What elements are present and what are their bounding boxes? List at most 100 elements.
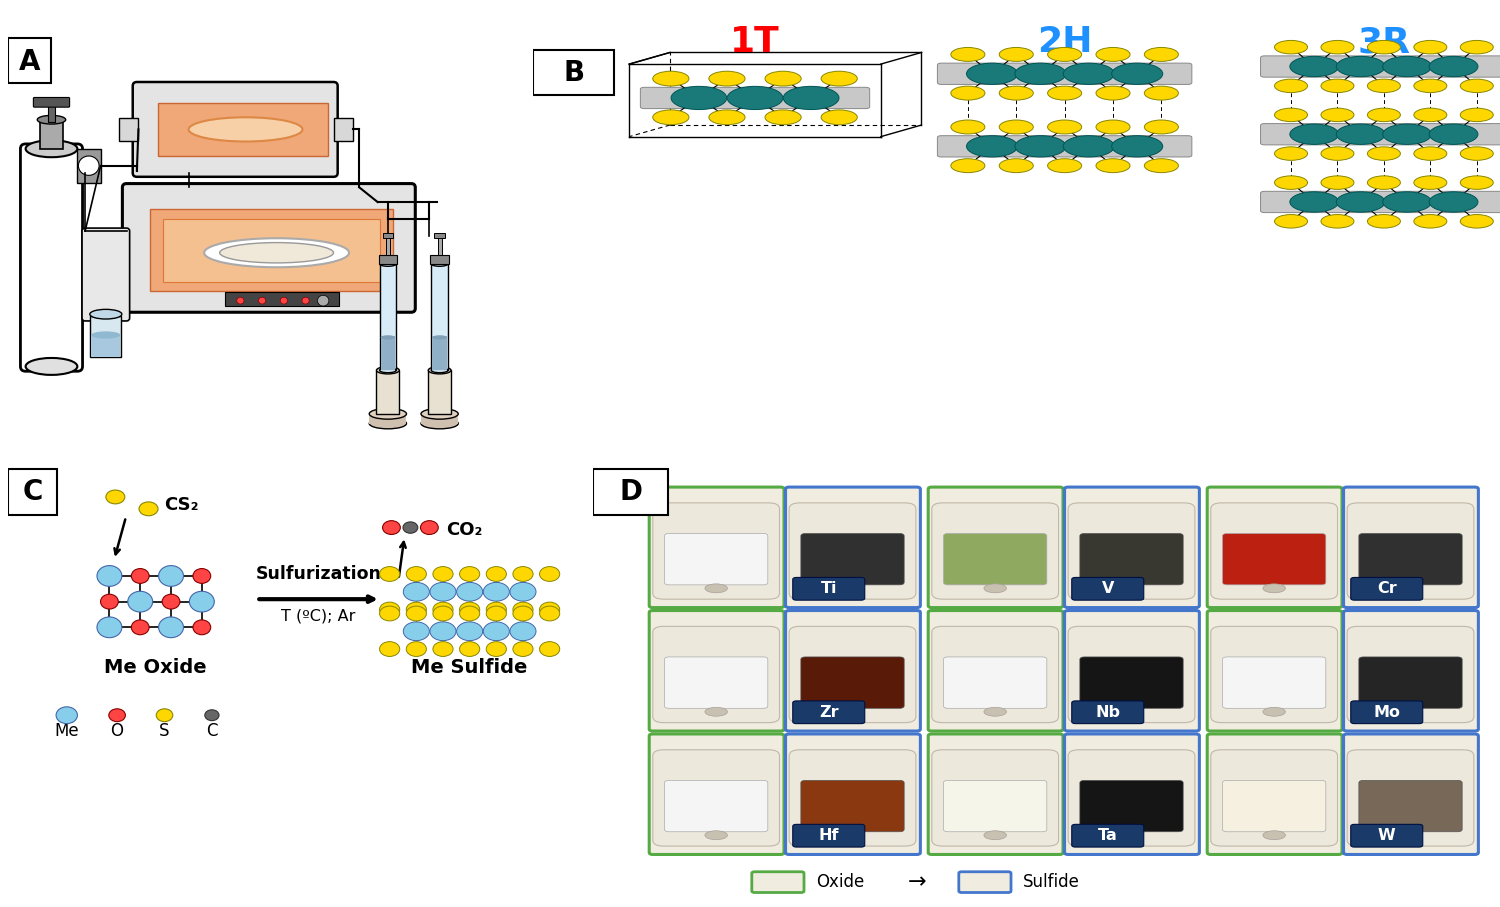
FancyBboxPatch shape [801,533,904,585]
FancyBboxPatch shape [1347,502,1474,600]
Ellipse shape [422,418,458,429]
FancyBboxPatch shape [786,610,921,731]
Ellipse shape [90,309,122,319]
Ellipse shape [842,584,864,593]
Ellipse shape [483,622,510,640]
FancyBboxPatch shape [1347,627,1474,723]
Circle shape [318,296,328,306]
Ellipse shape [1064,136,1114,157]
Text: 2H: 2H [1036,25,1092,59]
FancyBboxPatch shape [1344,487,1479,608]
Ellipse shape [406,606,426,621]
Ellipse shape [1414,215,1448,228]
FancyBboxPatch shape [944,780,1047,832]
Ellipse shape [459,606,480,621]
Ellipse shape [705,707,728,717]
FancyBboxPatch shape [1080,780,1184,832]
Ellipse shape [1322,79,1354,93]
Ellipse shape [456,582,483,601]
Ellipse shape [206,710,219,721]
FancyBboxPatch shape [789,502,916,600]
Text: Hf: Hf [819,828,839,844]
Ellipse shape [1275,147,1308,161]
FancyBboxPatch shape [944,533,1047,585]
Ellipse shape [380,602,399,617]
Ellipse shape [1275,215,1308,228]
FancyBboxPatch shape [650,487,784,608]
Ellipse shape [1414,41,1448,54]
Ellipse shape [132,619,148,635]
Ellipse shape [1112,63,1162,84]
Ellipse shape [156,708,172,722]
Ellipse shape [1290,56,1338,77]
Ellipse shape [510,582,536,601]
Ellipse shape [1290,124,1338,144]
FancyBboxPatch shape [1068,750,1196,846]
Ellipse shape [1430,191,1478,212]
Bar [90,316,122,356]
Ellipse shape [404,582,429,601]
Bar [430,255,448,264]
Ellipse shape [433,567,453,581]
FancyBboxPatch shape [1071,701,1143,724]
FancyBboxPatch shape [786,734,921,854]
Ellipse shape [1322,176,1354,190]
Ellipse shape [404,522,418,533]
Ellipse shape [710,110,746,124]
Ellipse shape [194,569,210,583]
Bar [422,414,458,424]
FancyBboxPatch shape [1080,533,1184,585]
FancyBboxPatch shape [1359,780,1462,832]
Ellipse shape [406,641,426,657]
Ellipse shape [540,641,560,657]
Text: Me Sulfide: Me Sulfide [411,658,528,678]
FancyBboxPatch shape [1350,824,1422,847]
Ellipse shape [432,368,448,373]
Ellipse shape [132,569,148,583]
Bar [427,370,451,414]
Ellipse shape [432,336,447,339]
Text: C: C [206,722,218,740]
Ellipse shape [783,86,838,110]
Text: V: V [1101,581,1114,596]
Ellipse shape [984,831,1006,840]
FancyBboxPatch shape [792,701,864,724]
FancyBboxPatch shape [82,228,129,321]
FancyBboxPatch shape [792,824,864,847]
Ellipse shape [26,141,78,157]
FancyBboxPatch shape [664,657,768,708]
Ellipse shape [459,567,480,581]
Text: B: B [564,59,585,87]
Ellipse shape [821,110,858,124]
Ellipse shape [204,239,350,268]
FancyBboxPatch shape [1222,657,1326,708]
FancyBboxPatch shape [652,750,780,846]
Ellipse shape [483,582,510,601]
Ellipse shape [98,566,122,586]
Ellipse shape [1461,215,1494,228]
FancyBboxPatch shape [640,87,870,109]
FancyBboxPatch shape [938,136,1192,157]
Bar [162,219,380,282]
Ellipse shape [380,606,399,621]
Ellipse shape [1016,63,1066,84]
Text: Me: Me [54,722,80,740]
Ellipse shape [1047,159,1082,172]
Ellipse shape [380,368,396,373]
FancyBboxPatch shape [650,734,784,854]
Ellipse shape [1047,120,1082,134]
Ellipse shape [1336,56,1384,77]
Ellipse shape [652,72,688,86]
Ellipse shape [1096,120,1130,134]
Circle shape [302,297,309,304]
Ellipse shape [966,63,1017,84]
Ellipse shape [159,566,183,586]
Ellipse shape [92,331,120,338]
Ellipse shape [1120,831,1143,840]
FancyBboxPatch shape [1359,533,1462,585]
FancyBboxPatch shape [1068,502,1196,600]
Ellipse shape [194,619,210,635]
Ellipse shape [1461,108,1494,122]
Circle shape [237,297,244,304]
Bar [380,264,396,370]
